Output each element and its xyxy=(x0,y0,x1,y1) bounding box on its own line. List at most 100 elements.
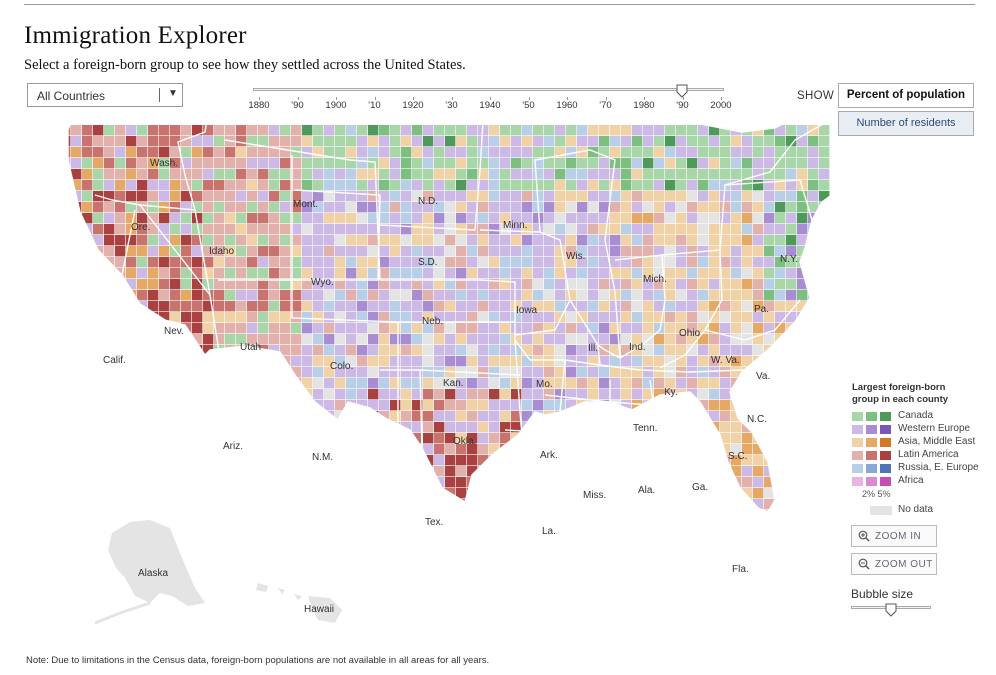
year-tick-label[interactable]: '30 xyxy=(445,100,458,111)
state-label: Mo. xyxy=(536,379,553,390)
year-tick-label[interactable]: 1980 xyxy=(633,100,655,111)
state-label: Ga. xyxy=(692,482,708,493)
legend-swatch xyxy=(852,451,863,460)
state-label: S.C. xyxy=(728,451,747,462)
year-tick-label[interactable]: '90 xyxy=(676,100,689,111)
legend-swatch xyxy=(880,464,891,473)
year-tick-mark xyxy=(528,97,530,100)
year-tick-label[interactable]: 1920 xyxy=(402,100,424,111)
state-label: Ark. xyxy=(540,450,558,461)
year-tick-label[interactable]: '70 xyxy=(599,100,612,111)
year-tick-mark xyxy=(567,97,568,100)
legend-swatch xyxy=(866,451,877,460)
state-label: Wash. xyxy=(150,158,178,169)
country-select[interactable]: All Countries ▼ xyxy=(27,83,183,107)
top-rule xyxy=(24,4,975,5)
legend-label: Russia, E. Europe xyxy=(898,462,979,473)
state-labels: Wash. Ore. Idaho Mont. Wyo. N.D. S.D. Neb. Minn.… xyxy=(103,158,798,575)
state-label: Minn. xyxy=(503,220,527,231)
state-label: Ky. xyxy=(664,387,678,398)
us-county-map[interactable]: Wash. Ore. Idaho Mont. Wyo. N.D. S.D. Neb. Minn.… xyxy=(0,118,830,643)
legend-swatch xyxy=(852,477,863,486)
show-label: SHOW xyxy=(797,90,834,102)
year-slider-track[interactable] xyxy=(253,88,724,91)
state-label: Okla. xyxy=(453,436,476,447)
state-label: Ala. xyxy=(638,485,655,496)
number-of-residents-button[interactable]: Number of residents xyxy=(838,111,974,136)
state-label: N.D. xyxy=(418,196,438,207)
legend-swatch xyxy=(866,464,877,473)
legend-title: Largest foreign-born group in each count… xyxy=(852,382,949,405)
year-tick-mark xyxy=(605,97,607,100)
legend-no-data: No data xyxy=(852,503,992,517)
state-label: Ill. xyxy=(588,343,598,354)
year-tick-label[interactable]: '10 xyxy=(368,100,381,111)
legend-label: Canada xyxy=(898,410,934,421)
state-label: Ariz. xyxy=(223,441,243,452)
footnote: Note: Due to limitations in the Census d… xyxy=(26,655,490,666)
year-tick-label[interactable]: 1960 xyxy=(556,100,578,111)
legend-row: Asia, Middle East xyxy=(852,436,992,449)
year-tick-mark xyxy=(297,97,299,100)
zoom-in-label: ZOOM IN xyxy=(875,531,922,542)
year-tick-mark xyxy=(451,97,453,100)
year-tick-mark xyxy=(336,97,337,100)
legend: Largest foreign-born group in each count… xyxy=(852,382,992,517)
state-label: Ohio xyxy=(679,328,701,339)
state-label: Wis. xyxy=(566,251,585,262)
year-tick-label[interactable]: 1880 xyxy=(248,100,270,111)
year-tick-label[interactable]: 1940 xyxy=(479,100,501,111)
page-title: Immigration Explorer xyxy=(24,22,247,49)
zoom-out-button[interactable]: ZOOM OUT xyxy=(851,553,937,575)
state-label: Wyo. xyxy=(311,277,334,288)
legend-scale-labels: 2% 5% xyxy=(862,489,891,499)
year-tick-mark xyxy=(490,97,491,100)
legend-row: Latin America xyxy=(852,449,992,462)
page-subtitle: Select a foreign-born group to see how t… xyxy=(24,57,466,73)
no-data-label: No data xyxy=(898,504,934,515)
chevron-down-icon[interactable]: ▼ xyxy=(168,88,178,99)
year-tick-label[interactable]: '50 xyxy=(522,100,535,111)
state-label: W. Va. xyxy=(711,355,740,366)
state-label: Kan. xyxy=(443,378,464,389)
state-label: N.C. xyxy=(747,414,767,425)
legend-swatch xyxy=(880,412,891,421)
state-label: Colo. xyxy=(330,361,353,372)
state-label: Fla. xyxy=(732,564,749,575)
state-borders xyxy=(67,118,830,521)
state-label: Miss. xyxy=(583,490,606,501)
bubble-size-slider-thumb[interactable] xyxy=(885,603,897,617)
legend-row: Canada xyxy=(852,410,992,423)
alaska-label: Alaska xyxy=(138,568,168,579)
state-label: S.D. xyxy=(418,257,437,268)
legend-row: Africa xyxy=(852,475,992,488)
year-slider-thumb[interactable] xyxy=(676,84,688,98)
state-label: Mich. xyxy=(643,274,667,285)
year-tick-mark xyxy=(413,97,414,100)
state-label: Neb. xyxy=(422,316,443,327)
year-tick-mark xyxy=(644,97,645,100)
country-select-value: All Countries xyxy=(37,89,106,103)
year-tick-label[interactable]: 2000 xyxy=(710,100,732,111)
year-tick-label[interactable]: 1900 xyxy=(325,100,347,111)
state-label: Tex. xyxy=(425,517,443,528)
legend-swatch xyxy=(852,464,863,473)
zoom-in-button[interactable]: ZOOM IN xyxy=(851,525,937,547)
state-label: La. xyxy=(542,526,556,537)
year-tick-mark xyxy=(721,97,722,100)
state-label: Va. xyxy=(756,371,770,382)
percent-of-population-button[interactable]: Percent of population xyxy=(838,83,974,108)
year-tick-labels: 1880 '90 1900 '10 1920 '30 1940 '50 1960 '70 1980 '… xyxy=(246,97,736,114)
year-tick-mark xyxy=(374,97,376,100)
zoom-out-icon xyxy=(858,558,870,570)
legend-label: Western Europe xyxy=(898,423,971,434)
legend-row: Western Europe xyxy=(852,423,992,436)
state-label: Calif. xyxy=(103,355,126,366)
legend-swatch xyxy=(880,438,891,447)
legend-swatch xyxy=(852,412,863,421)
year-tick-label[interactable]: '90 xyxy=(291,100,304,111)
year-tick-mark xyxy=(682,97,684,100)
legend-swatch xyxy=(866,412,877,421)
state-label: Ind. xyxy=(629,342,646,353)
legend-label: Asia, Middle East xyxy=(898,436,976,447)
